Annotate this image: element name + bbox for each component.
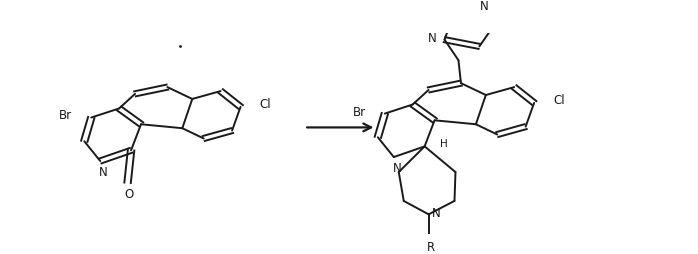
Text: N: N	[480, 0, 489, 13]
Text: Br: Br	[59, 109, 73, 122]
Text: Br: Br	[352, 105, 366, 119]
Text: Cl: Cl	[260, 98, 271, 111]
Text: N: N	[431, 207, 440, 220]
Text: Cl: Cl	[553, 94, 565, 107]
Text: N: N	[429, 33, 437, 45]
Text: N: N	[392, 162, 401, 174]
Text: O: O	[124, 188, 133, 201]
Text: R: R	[426, 241, 435, 254]
Text: H: H	[440, 139, 447, 149]
Text: N: N	[99, 166, 107, 179]
